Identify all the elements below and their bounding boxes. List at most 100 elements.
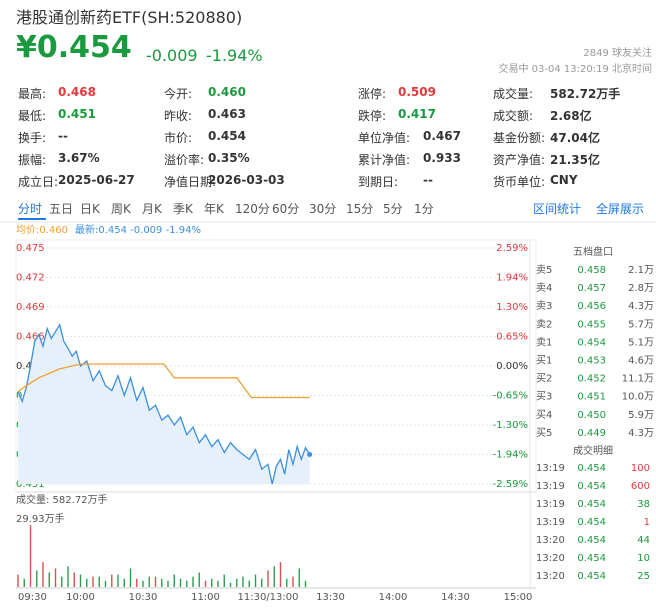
stat-label: 单位净值: xyxy=(358,131,411,145)
trade-time: 13:20 xyxy=(536,571,565,582)
volume-bar xyxy=(236,578,238,587)
order-volume: 10.0万 xyxy=(622,392,654,403)
volume-bar xyxy=(48,572,50,587)
volume-bar xyxy=(254,574,257,587)
order-label: 买2 xyxy=(536,373,552,385)
volume-bar xyxy=(104,580,107,587)
tab[interactable]: 15分 xyxy=(346,202,374,216)
order-label: 卖3 xyxy=(536,300,552,312)
order-price: 0.455 xyxy=(577,319,606,330)
stat-label: 累计净值: xyxy=(358,153,411,167)
volume-bar xyxy=(161,578,163,587)
series-line xyxy=(17,323,311,485)
stat-value: 0.509 xyxy=(398,85,436,99)
tab[interactable]: 分时 xyxy=(18,202,43,216)
volume-bar xyxy=(67,566,69,587)
stat-value: 0.451 xyxy=(58,107,96,121)
stat-value: 2.68亿 xyxy=(550,109,592,123)
tab[interactable]: 30分 xyxy=(309,202,337,216)
y2-tick-label: -1.94% xyxy=(493,449,528,460)
tab[interactable]: 日K xyxy=(80,202,100,216)
tab-action[interactable]: 全屏展示 xyxy=(596,202,645,216)
trade-price: 0.454 xyxy=(577,499,606,510)
stat-label: 到期日: xyxy=(358,175,399,189)
trade-price: 0.454 xyxy=(577,517,606,528)
y-tick-label: 0.475 xyxy=(16,243,45,254)
trade-price: 0.454 xyxy=(577,535,606,546)
stat-label: 振幅: xyxy=(18,153,47,167)
order-label: 卖4 xyxy=(536,282,552,294)
stat-value: 582.72万手 xyxy=(550,87,621,101)
tab[interactable]: 季K xyxy=(173,202,193,216)
order-label: 买5 xyxy=(536,427,552,439)
volume-bar xyxy=(92,576,94,587)
volume-bar xyxy=(186,580,188,587)
tab[interactable]: 60分 xyxy=(272,202,300,216)
tab[interactable]: 年K xyxy=(204,202,224,216)
stat-value: 0.467 xyxy=(423,129,461,143)
volume-bar xyxy=(117,574,119,587)
tab[interactable]: 周K xyxy=(111,202,131,216)
stat-label: 成立日: xyxy=(18,175,59,189)
legend-entry: 最新:0.454 -0.009 -1.94% xyxy=(75,223,201,236)
order-label: 卖5 xyxy=(536,264,552,276)
stat-value: 3.67% xyxy=(58,151,100,165)
tab[interactable]: 120分 xyxy=(235,202,270,216)
volume-bar xyxy=(217,580,219,587)
area-fill xyxy=(18,324,310,484)
volume-bar xyxy=(29,525,32,587)
stat-value: 21.35亿 xyxy=(550,153,600,167)
change-pct: -1.94% xyxy=(206,46,263,65)
tab[interactable]: 1分 xyxy=(414,202,434,216)
stat-value: 0.454 xyxy=(208,129,246,143)
stat-label: 溢价率: xyxy=(164,153,205,167)
y2-tick-label: 0.65% xyxy=(496,331,528,342)
trades-title: 成交明细 xyxy=(573,444,613,457)
tab[interactable]: 五日 xyxy=(49,202,74,216)
stat-label: 基金份额: xyxy=(493,131,546,145)
trade-volume: 1 xyxy=(644,517,650,528)
order-price: 0.450 xyxy=(577,410,606,421)
y-tick-label: 29.93万手 xyxy=(16,512,65,525)
order-label: 买4 xyxy=(536,409,552,421)
tab[interactable]: 月K xyxy=(142,202,162,216)
volume-bar xyxy=(279,562,282,587)
order-volume: 2.8万 xyxy=(628,283,654,294)
stat-label: 市价: xyxy=(164,131,193,145)
volume-bar xyxy=(17,574,19,587)
stat-label: 涨停: xyxy=(358,87,387,101)
volume-bar xyxy=(304,580,307,587)
volume-bar xyxy=(123,578,125,587)
x-tick-label: 11:00 xyxy=(191,592,220,603)
stat-value: 0.460 xyxy=(208,85,246,99)
volume-bar xyxy=(267,570,269,587)
y2-tick-label: 2.59% xyxy=(496,243,528,254)
stat-value: CNY xyxy=(550,173,578,187)
volume-bar xyxy=(111,574,113,587)
stat-value: -- xyxy=(423,173,433,187)
x-tick-label: 10:30 xyxy=(129,592,158,603)
volume-bar xyxy=(179,578,182,587)
volume-bar xyxy=(154,576,157,587)
legend-entry: 均价:0.460 xyxy=(16,224,68,236)
stat-value: 47.04亿 xyxy=(550,131,600,145)
price: ¥0.454 xyxy=(16,30,132,65)
trade-volume: 38 xyxy=(637,499,650,510)
volume-bar xyxy=(148,576,150,587)
trade-time: 13:19 xyxy=(536,463,565,474)
trade-volume: 25 xyxy=(637,571,650,582)
order-volume: 11.1万 xyxy=(622,374,654,385)
volume-bar xyxy=(79,574,82,587)
tab[interactable]: 5分 xyxy=(383,202,403,216)
trade-time: 13:20 xyxy=(536,535,565,546)
stat-value: -- xyxy=(58,129,68,143)
volume-title: 成交量: 582.72万手 xyxy=(16,493,108,506)
stat-label: 今开: xyxy=(164,87,193,101)
stat-label: 成交量: xyxy=(493,87,534,101)
volume-bar xyxy=(86,578,88,587)
order-label: 卖1 xyxy=(536,336,552,348)
tab-action[interactable]: 区间统计 xyxy=(533,202,582,216)
trade-price: 0.454 xyxy=(577,481,606,492)
last-point xyxy=(307,452,313,457)
